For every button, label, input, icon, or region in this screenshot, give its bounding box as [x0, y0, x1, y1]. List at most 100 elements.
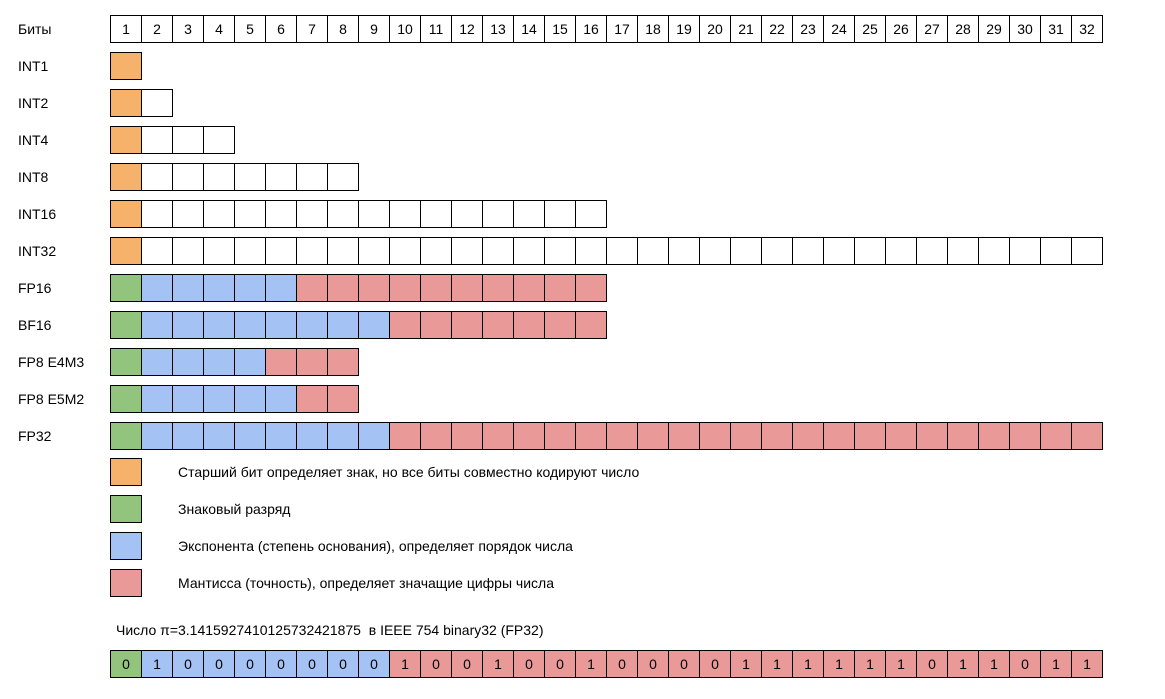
bit-cell-white — [885, 237, 917, 265]
bit-cell-orange — [110, 52, 142, 80]
bit-cell-white — [451, 200, 483, 228]
pi-bit-cell: 1 — [978, 650, 1010, 678]
bit-cell-white — [203, 200, 235, 228]
bit-cell-red — [761, 422, 793, 450]
bit-cell-red — [420, 274, 452, 302]
bit-cell-white — [420, 237, 452, 265]
pi-bit-cell: 0 — [203, 650, 235, 678]
bit-cell-blue — [172, 274, 204, 302]
legend-text: Старший бит определяет знак, но все биты… — [178, 464, 640, 480]
bit-number-cell: 27 — [916, 15, 948, 43]
bit-cell-white — [234, 237, 266, 265]
bit-cell-blue — [265, 274, 297, 302]
bits-header-label: Биты — [18, 21, 52, 37]
pi-bit-cell: 0 — [234, 650, 266, 678]
bit-cell-green — [110, 422, 142, 450]
bit-cell-white — [606, 237, 638, 265]
bit-cell-red — [730, 422, 762, 450]
pi-bit-cell: 1 — [792, 650, 824, 678]
bit-cell-white — [141, 237, 173, 265]
bit-cell-white — [854, 237, 886, 265]
pi-bit-cell: 1 — [1040, 650, 1072, 678]
bit-number-cell: 24 — [823, 15, 855, 43]
format-bit-cells — [110, 200, 607, 228]
format-label: INT16 — [18, 206, 57, 222]
bit-cell-red — [451, 422, 483, 450]
pi-bit-cell: 1 — [761, 650, 793, 678]
format-bit-cells — [110, 422, 1103, 450]
legend-swatch-red — [110, 569, 142, 597]
bit-cell-white — [1009, 237, 1041, 265]
bit-number-cell: 20 — [699, 15, 731, 43]
bit-cell-red — [575, 311, 607, 339]
bit-number-cell: 22 — [761, 15, 793, 43]
bit-cell-red — [327, 348, 359, 376]
bit-cell-blue — [141, 274, 173, 302]
bit-cell-white — [141, 89, 173, 117]
bit-cell-white — [234, 163, 266, 191]
legend-swatch-green — [110, 495, 142, 523]
bit-cell-blue — [172, 385, 204, 413]
bit-number-cell: 10 — [389, 15, 421, 43]
bit-number-cell: 7 — [296, 15, 328, 43]
bit-number-cell: 19 — [668, 15, 700, 43]
bit-cell-red — [420, 422, 452, 450]
bit-cell-blue — [172, 422, 204, 450]
bit-cell-white — [172, 237, 204, 265]
bit-cell-white — [172, 200, 204, 228]
bit-cell-white — [296, 237, 328, 265]
bit-cell-white — [1040, 237, 1072, 265]
bit-cell-red — [978, 422, 1010, 450]
bit-cell-red — [916, 422, 948, 450]
bit-number-cell: 12 — [451, 15, 483, 43]
bit-cell-red — [296, 385, 328, 413]
pi-bit-cell: 0 — [916, 650, 948, 678]
format-label: FP32 — [18, 428, 52, 444]
bit-number-cell: 16 — [575, 15, 607, 43]
pi-bit-cell: 1 — [141, 650, 173, 678]
legend-text: Экспонента (степень основания), определя… — [178, 538, 573, 554]
bit-cell-white — [265, 200, 297, 228]
pi-caption: Число π=3.14159274101257324218​75 в IEEE… — [116, 622, 544, 638]
bit-cell-white — [327, 200, 359, 228]
format-label: FP8 E5M2 — [18, 391, 85, 407]
bit-number-cell: 30 — [1009, 15, 1041, 43]
pi-bit-cell: 0 — [358, 650, 390, 678]
bit-cell-red — [544, 274, 576, 302]
bit-cell-white — [296, 200, 328, 228]
bit-cell-blue — [296, 422, 328, 450]
format-bit-cells — [110, 311, 607, 339]
pi-bit-cell: 1 — [1071, 650, 1103, 678]
pi-bit-cell: 0 — [265, 650, 297, 678]
pi-bit-cell: 0 — [699, 650, 731, 678]
bit-cell-white — [978, 237, 1010, 265]
bit-cell-blue — [327, 422, 359, 450]
bit-cell-green — [110, 274, 142, 302]
bit-cell-white — [513, 237, 545, 265]
bit-cell-blue — [172, 311, 204, 339]
bit-number-cell: 17 — [606, 15, 638, 43]
pi-bit-cell: 0 — [172, 650, 204, 678]
bit-cell-red — [513, 274, 545, 302]
format-label: BF16 — [18, 317, 52, 333]
format-label: INT1 — [18, 58, 49, 74]
bit-cell-green — [110, 311, 142, 339]
bit-cell-white — [234, 200, 266, 228]
bit-cell-red — [513, 311, 545, 339]
pi-bit-cell: 1 — [947, 650, 979, 678]
bit-cell-blue — [265, 311, 297, 339]
pi-bit-cell: 0 — [1009, 650, 1041, 678]
bit-cell-blue — [234, 385, 266, 413]
pi-bit-cell: 0 — [544, 650, 576, 678]
legend-swatch-blue — [110, 532, 142, 560]
bit-cell-white — [203, 237, 235, 265]
bit-number-cell: 4 — [203, 15, 235, 43]
bit-cell-white — [358, 200, 390, 228]
pi-bit-cell: 0 — [451, 650, 483, 678]
format-bit-cells — [110, 348, 359, 376]
pi-bit-cell: 0 — [110, 650, 142, 678]
bits-header-cells: 1 2 3 4 5 6 7 8 9 10 11 12 13 14 15 16 17 18 19 20 21 22 23 24 2… — [110, 15, 1103, 43]
bit-number-cell: 29 — [978, 15, 1010, 43]
bit-cell-red — [451, 274, 483, 302]
bit-cell-white — [823, 237, 855, 265]
